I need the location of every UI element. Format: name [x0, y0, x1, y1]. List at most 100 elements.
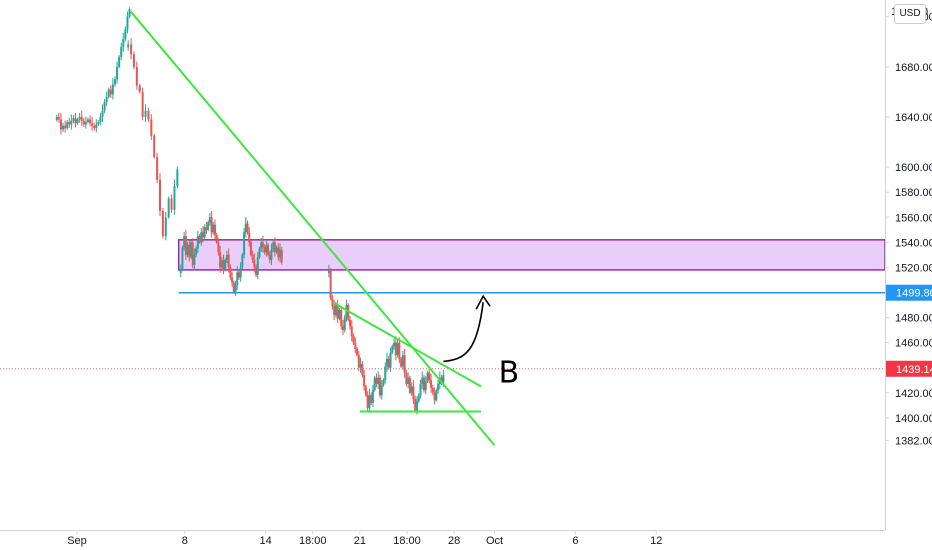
horizontal-line-layer	[0, 291, 885, 370]
time-axis[interactable]: Sep 8 14 18:00 21 18:00 28 Oct 6 12	[67, 530, 662, 547]
price-tick-label: 1600.00	[895, 162, 932, 174]
candle-body	[239, 267, 242, 278]
candle-body	[55, 116, 58, 121]
time-tick-label: 21	[354, 535, 366, 547]
candle-body	[84, 121, 87, 125]
candle-body	[120, 46, 123, 57]
candle-body	[273, 242, 276, 253]
candle-body	[222, 259, 225, 270]
candle-body	[183, 236, 186, 248]
candle-body	[118, 56, 121, 67]
candle-body	[124, 29, 127, 40]
candle-body	[265, 244, 268, 253]
candle-body	[384, 366, 387, 381]
candle-body	[433, 392, 436, 401]
candle-body	[122, 39, 125, 47]
candle-body	[215, 234, 218, 243]
candle-body	[186, 244, 189, 255]
candle-body	[386, 358, 389, 367]
candle-body	[442, 375, 445, 383]
candles-layer	[55, 7, 445, 415]
candle-body	[225, 254, 228, 260]
candle-body	[107, 89, 110, 97]
time-tick-label: 28	[448, 535, 460, 547]
price-axis[interactable]: 1720.001680.001640.001600.001580.001560.…	[885, 12, 932, 448]
candle-body	[113, 79, 116, 85]
downtrend-line	[130, 11, 496, 447]
candle-body	[59, 119, 62, 130]
candle-body	[184, 236, 187, 255]
candle-body	[80, 116, 83, 121]
currency-button[interactable]: USD	[894, 4, 926, 24]
candle-body	[66, 121, 69, 129]
resistance-zone	[177, 239, 886, 271]
candle-body	[340, 310, 343, 327]
candle-body	[217, 242, 220, 253]
price-tag-label: 1439.14	[896, 364, 932, 376]
candle-body	[338, 310, 341, 319]
candle-body	[170, 198, 173, 210]
candle-body	[111, 84, 114, 95]
candle-body	[198, 236, 201, 243]
candle-body	[167, 198, 170, 218]
candle-body	[437, 383, 440, 391]
candle-body	[343, 317, 346, 331]
candle-body	[141, 91, 144, 117]
price-tick-label: 1520.00	[895, 262, 932, 274]
candle-body	[189, 242, 192, 258]
candle-body	[156, 157, 159, 180]
candle-body	[393, 342, 396, 347]
candle-body	[205, 227, 208, 230]
candle-body	[203, 227, 206, 238]
candle-body	[86, 119, 89, 122]
price-tick-label: 1480.00	[895, 313, 932, 325]
candle-body	[333, 306, 336, 316]
candle-body	[428, 372, 431, 381]
candle-body	[382, 380, 385, 386]
candle-body	[415, 401, 418, 411]
candle-body	[227, 254, 230, 268]
time-tick-label: 12	[650, 535, 662, 547]
candle-body	[70, 120, 73, 125]
candle-body	[400, 358, 403, 367]
candle-body	[224, 259, 227, 270]
price-tick-label: 1680.00	[895, 62, 932, 74]
candle-body	[64, 125, 67, 129]
candle-body	[341, 326, 344, 331]
price-tick-label: 1560.00	[895, 212, 932, 224]
candle-body	[417, 395, 420, 402]
candle-body	[74, 118, 77, 124]
candle-body	[82, 120, 85, 125]
candle-body	[260, 242, 263, 249]
candle-body	[249, 242, 252, 255]
candle-body	[357, 355, 360, 368]
candle-body	[57, 116, 60, 120]
candle-body	[398, 342, 401, 359]
annotation-label: B	[499, 356, 520, 391]
candle-body	[246, 223, 249, 233]
candle-body	[356, 348, 359, 356]
time-tick-label: 8	[182, 535, 188, 547]
price-tick-label: 1640.00	[895, 112, 932, 124]
price-tag-1499	[886, 284, 932, 301]
candle-body	[261, 242, 264, 248]
candle-body	[213, 224, 216, 235]
price-tag-label: 1499.80	[896, 288, 932, 300]
candle-body	[132, 54, 135, 67]
candle-body	[91, 123, 94, 126]
candle-body	[97, 121, 100, 125]
candle-body	[403, 355, 406, 373]
candle-body	[219, 252, 222, 268]
candle-body	[176, 169, 179, 186]
candle-body	[440, 377, 443, 383]
candle-body	[256, 257, 259, 275]
candle-body	[430, 380, 433, 388]
annotation-layer: B	[443, 294, 520, 391]
candle-body	[391, 346, 394, 353]
candle-body	[105, 96, 108, 102]
candle-body	[248, 232, 251, 243]
time-tick-label: Oct	[486, 535, 503, 547]
candle-body	[359, 363, 362, 368]
candle-body	[253, 259, 256, 268]
